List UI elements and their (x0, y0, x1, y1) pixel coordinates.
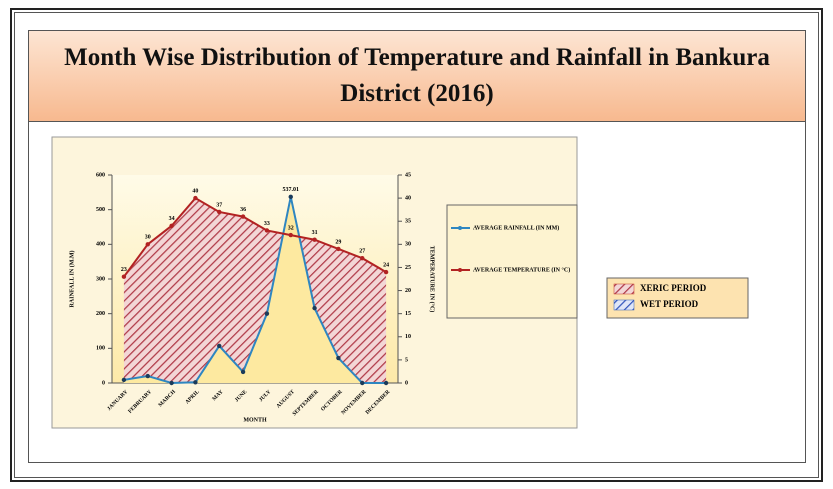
title: Month Wise Distribution of Temperature a… (64, 44, 770, 107)
y-tick-label: 500 (96, 207, 105, 213)
y2-tick-label: 0 (405, 380, 408, 386)
point (383, 380, 389, 386)
data-label: 40 (192, 188, 198, 194)
data-label: 32 (288, 225, 294, 231)
point (360, 380, 365, 386)
data-label: 30 (145, 235, 151, 241)
legend-label: AVERAGE TEMPERATURE (IN °C) (473, 266, 570, 273)
y2-axis-label: TEMPERATURE IN (°C) (429, 246, 436, 313)
point (240, 369, 246, 375)
point (288, 194, 293, 200)
y2-tick-label: 45 (405, 172, 411, 178)
point (217, 343, 222, 349)
x-axis-label: MONTH (243, 417, 267, 423)
y-tick-label: 0 (102, 380, 105, 386)
point (121, 274, 127, 279)
point (264, 228, 270, 233)
point (360, 256, 365, 261)
point (264, 311, 270, 316)
legend-marker (458, 268, 462, 272)
point (145, 242, 150, 247)
data-label: 33 (264, 221, 270, 227)
y2-tick-label: 10 (405, 334, 411, 340)
point (121, 377, 127, 383)
data-label: 537.01 (283, 187, 300, 193)
y2-tick-label: 40 (405, 195, 411, 201)
point (312, 237, 317, 242)
title-box: Month Wise Distribution of Temperature a… (28, 30, 806, 122)
legend-marker (458, 226, 462, 230)
y-tick-label: 100 (96, 346, 105, 352)
point (217, 209, 222, 215)
data-label: 24 (383, 262, 389, 268)
y-tick-label: 300 (96, 276, 105, 282)
data-label: 23 (121, 267, 127, 273)
y2-tick-label: 35 (405, 219, 411, 225)
series-line (123, 196, 387, 385)
point (193, 380, 198, 385)
legend-box (446, 204, 578, 319)
y2-tick-label: 20 (405, 288, 411, 294)
data-label: 31 (312, 230, 318, 236)
y2-tick-label: 15 (405, 311, 411, 317)
data-label: 37 (216, 202, 222, 208)
data-label: 27 (359, 249, 365, 255)
point (336, 355, 341, 361)
y-tick-label: 200 (96, 311, 105, 317)
period-label: WET PERIOD (640, 299, 699, 309)
content-box (28, 122, 806, 463)
point (240, 214, 246, 219)
point (193, 195, 198, 201)
point (288, 232, 293, 238)
y-axis-label: RAINFALL IN (M.M) (68, 250, 75, 307)
data-label: 29 (335, 239, 341, 245)
point (169, 223, 174, 229)
point (383, 269, 389, 275)
period-label: XERIC PERIOD (640, 283, 707, 293)
point (145, 373, 150, 379)
y2-tick-label: 25 (405, 265, 411, 271)
data-label: 34 (169, 216, 175, 222)
period-swatch (613, 283, 635, 295)
y-tick-label: 400 (96, 242, 105, 248)
y2-tick-label: 30 (405, 242, 411, 248)
series-line (123, 196, 387, 278)
point (336, 246, 341, 252)
y2-tick-label: 5 (405, 357, 408, 363)
point (312, 305, 317, 311)
legend-label: AVERAGE RAINFALL (IN MM) (473, 224, 559, 231)
period-swatch (613, 299, 635, 311)
frame (10, 8, 823, 482)
point (169, 380, 174, 386)
wet-area (123, 196, 387, 383)
data-label: 36 (240, 207, 246, 213)
y-tick-label: 600 (96, 172, 105, 178)
